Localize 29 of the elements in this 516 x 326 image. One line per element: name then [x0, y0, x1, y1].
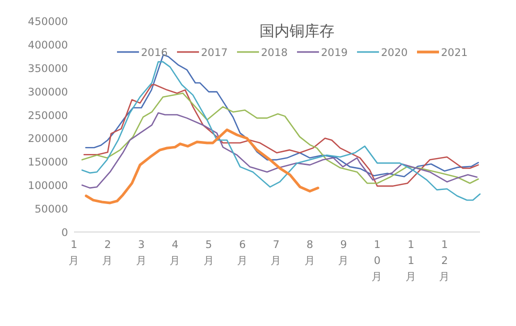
legend-label: 2018 — [261, 47, 288, 59]
y-tick-label: 450000 — [28, 16, 68, 28]
y-tick-label: 50000 — [34, 204, 68, 216]
y-tick-label: 200000 — [28, 133, 68, 146]
x-tick-label: 11月 — [405, 239, 416, 283]
x-tick-label: 1月 — [68, 239, 80, 267]
legend-label: 2021 — [441, 47, 468, 59]
x-tick-label: 6月 — [236, 239, 248, 267]
x-tick-label: 5月 — [203, 239, 214, 267]
y-tick-label: 0 — [61, 227, 68, 239]
x-tick-label: 4月 — [170, 239, 181, 267]
x-tick-label: 12月 — [439, 239, 450, 283]
x-tick-label: 2月 — [102, 239, 114, 267]
y-tick-label: 350000 — [28, 62, 68, 75]
y-tick-label: 300000 — [28, 86, 68, 98]
legend-label: 2016 — [141, 47, 168, 59]
y-tick-label: 100000 — [28, 180, 68, 192]
x-tick-label: 8月 — [304, 239, 316, 267]
x-tick-label: 9月 — [338, 239, 350, 267]
legend-label: 2019 — [321, 47, 348, 59]
y-tick-label: 400000 — [28, 39, 68, 52]
x-tick-label: 10月 — [372, 239, 383, 283]
x-tick-label: 3月 — [136, 239, 147, 267]
y-tick-label: 150000 — [28, 156, 68, 169]
x-tick-label: 7月 — [270, 239, 282, 267]
legend-label: 2020 — [381, 47, 408, 59]
y-tick-label: 250000 — [28, 110, 68, 122]
legend-label: 2017 — [201, 47, 228, 59]
chart-title: 国内铜库存 — [260, 22, 334, 40]
